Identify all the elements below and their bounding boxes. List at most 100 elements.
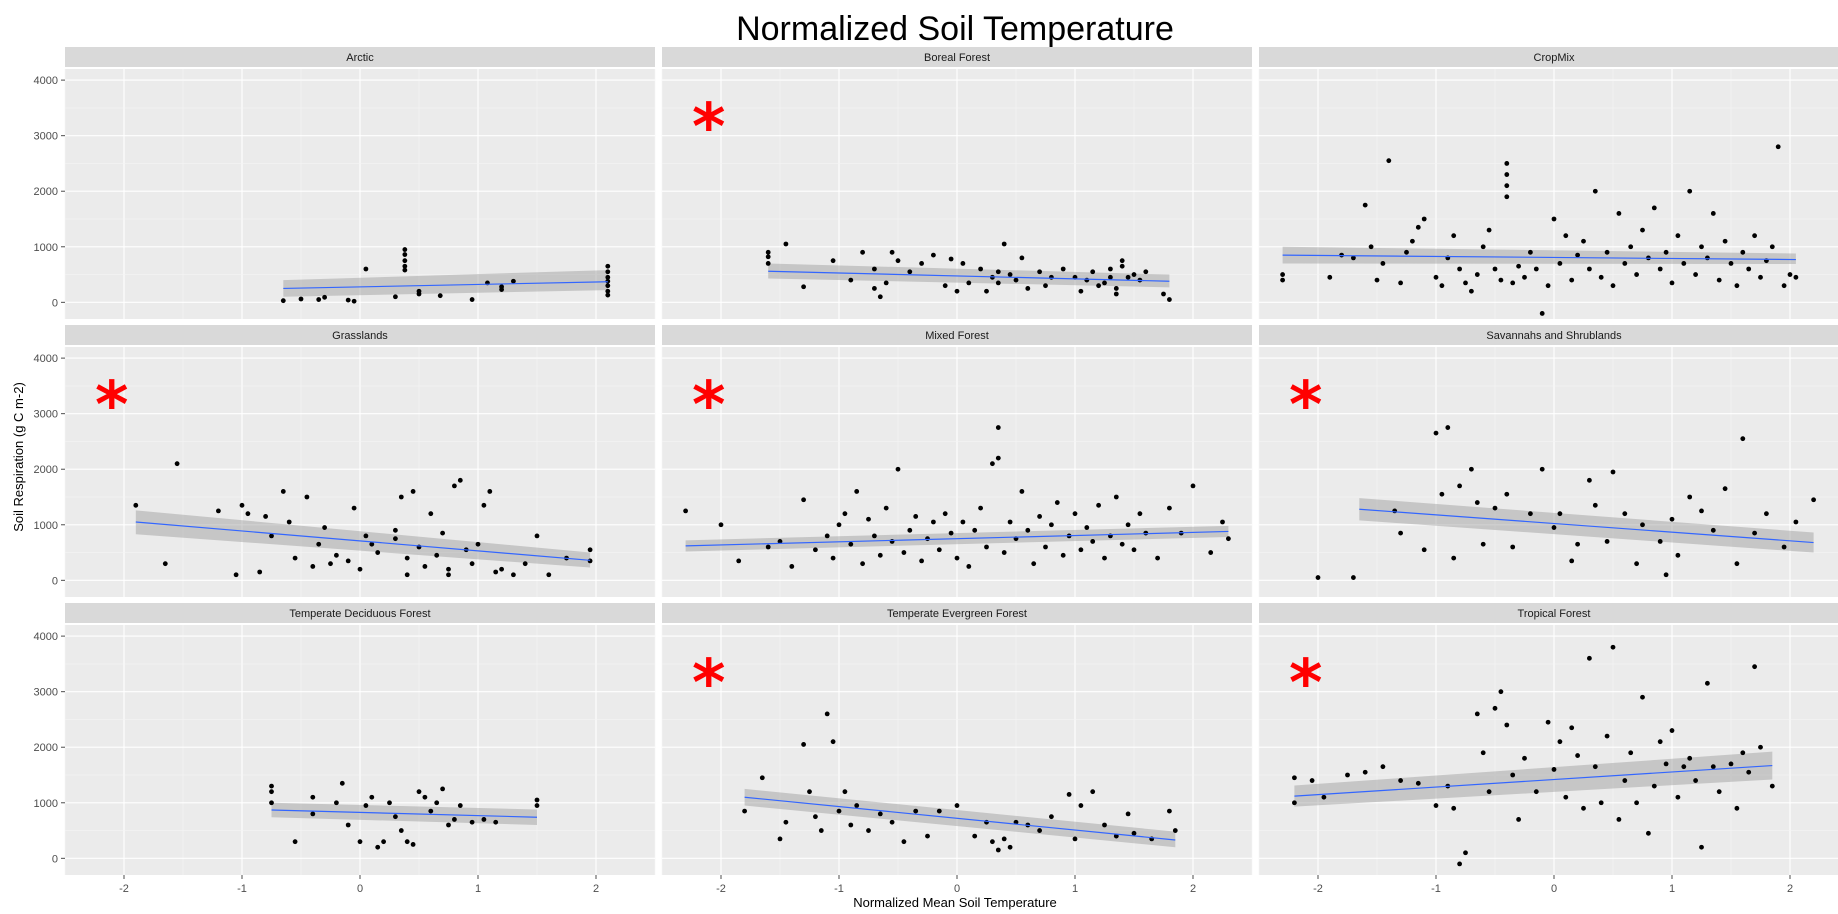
data-point (1592, 502, 1598, 508)
data-point (398, 494, 404, 500)
data-point (742, 808, 747, 814)
data-point (1439, 491, 1445, 497)
significance-marker: * (692, 91, 725, 165)
chart-title: Normalized Soil Temperature (736, 10, 1174, 48)
data-point (1072, 511, 1078, 517)
y-tick-label: 3000 (34, 687, 58, 699)
data-point (1113, 833, 1119, 839)
data-point (1060, 266, 1066, 272)
panel-title: Grasslands (332, 330, 388, 342)
data-point (357, 566, 363, 572)
data-point (1292, 800, 1297, 806)
data-point (1439, 283, 1445, 289)
data-point (866, 828, 871, 833)
data-point (1167, 505, 1172, 511)
data-point (925, 536, 930, 542)
data-point (422, 794, 428, 800)
data-point (334, 552, 339, 558)
data-point (1457, 266, 1462, 272)
data-point (1504, 183, 1510, 189)
data-point (534, 797, 540, 803)
data-point (393, 814, 398, 820)
data-point (339, 780, 345, 786)
data-point (1090, 269, 1096, 275)
data-point (437, 293, 443, 299)
data-point (1545, 283, 1551, 289)
data-point (1557, 739, 1563, 745)
data-point (866, 516, 871, 522)
data-point (883, 505, 889, 511)
data-point (1368, 244, 1374, 250)
data-point (1421, 547, 1427, 553)
data-point (1628, 244, 1634, 250)
data-point (883, 280, 889, 286)
data-point (1728, 261, 1734, 266)
data-point (1728, 761, 1734, 767)
data-point (925, 833, 930, 839)
panel-boreal-forest: Boreal Forest * (661, 47, 1253, 319)
data-point (404, 555, 410, 561)
data-point (1622, 261, 1628, 266)
data-point (1657, 739, 1663, 745)
data-point (511, 278, 516, 284)
data-point (1386, 158, 1392, 164)
data-point (605, 269, 611, 275)
data-point (995, 280, 1001, 286)
y-tick-label: 2000 (34, 464, 58, 476)
data-point (499, 287, 504, 292)
data-point (836, 522, 842, 528)
data-point (1687, 755, 1693, 761)
data-point (1060, 552, 1066, 558)
data-point (1492, 705, 1498, 711)
data-point (1054, 500, 1060, 505)
data-point (457, 803, 463, 808)
data-point (1699, 244, 1704, 250)
data-point (783, 241, 789, 247)
y-tick-label: 1000 (34, 520, 58, 532)
data-point (363, 803, 369, 808)
data-point (522, 561, 528, 567)
data-point (1793, 519, 1799, 525)
data-point (1758, 744, 1763, 750)
data-point (1001, 836, 1007, 842)
panel-grasslands: Grasslands * 0 1000 2000 3000 4000 (34, 325, 656, 597)
data-point (316, 541, 322, 547)
data-point (1445, 425, 1451, 430)
data-point (889, 819, 895, 825)
data-point (1775, 144, 1781, 150)
data-point (824, 533, 830, 539)
data-point (789, 564, 795, 569)
data-point (393, 527, 398, 533)
data-point (919, 558, 924, 564)
data-point (1292, 775, 1297, 781)
data-point (954, 288, 960, 294)
data-point (1113, 291, 1119, 297)
data-point (1066, 792, 1072, 797)
data-point (1598, 800, 1604, 806)
data-point (398, 828, 404, 833)
data-point (1078, 288, 1084, 294)
data-point (1167, 297, 1172, 302)
data-point (759, 775, 765, 781)
data-point (813, 547, 818, 553)
data-point (387, 800, 392, 806)
data-point (895, 258, 901, 264)
regression-line (744, 796, 1176, 841)
data-point (1522, 274, 1527, 280)
data-point (1137, 511, 1143, 517)
y-tick-label: 2000 (34, 186, 58, 198)
data-point (1031, 561, 1037, 567)
data-point (446, 572, 451, 578)
data-point (1280, 272, 1285, 277)
data-point (1474, 711, 1480, 717)
data-point (1007, 519, 1013, 525)
data-point (1113, 494, 1119, 500)
data-point (334, 800, 339, 806)
data-point (316, 297, 322, 302)
data-point (375, 844, 381, 850)
x-tick-label: -2 (716, 883, 726, 895)
data-point (1102, 280, 1107, 286)
data-point (836, 808, 842, 814)
data-point (872, 533, 877, 539)
data-point (133, 502, 139, 508)
